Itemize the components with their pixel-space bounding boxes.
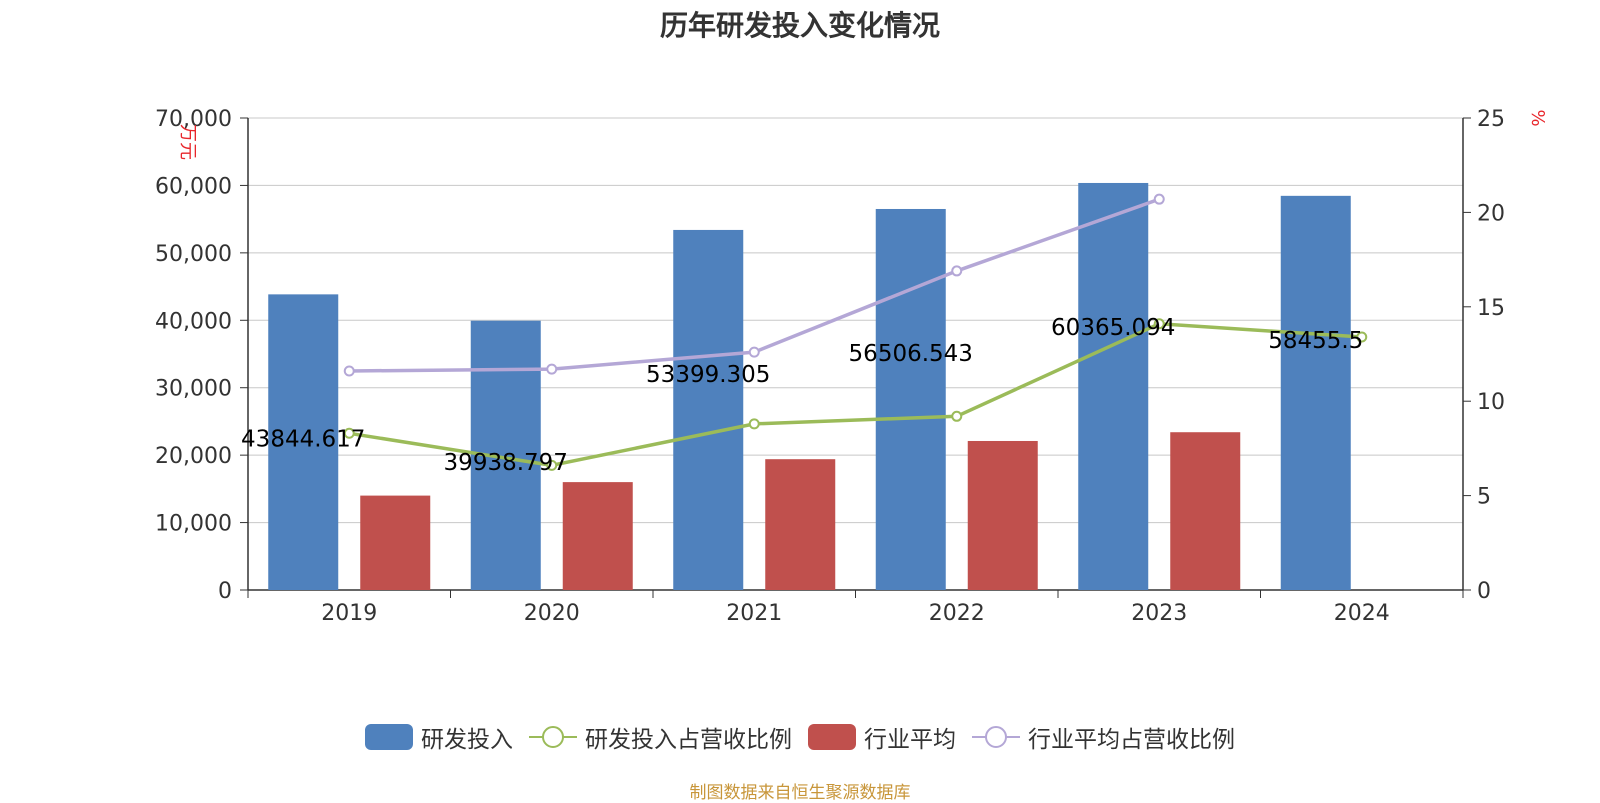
right-axis-unit: % [1527, 109, 1548, 126]
right-axis-tick-label: 20 [1477, 201, 1505, 226]
bar-data-label: 53399.305 [646, 362, 770, 388]
legend-line-swatch [529, 724, 577, 750]
left-axis-tick-label: 0 [218, 579, 232, 604]
legend-item[interactable]: 研发投入 [365, 720, 513, 754]
line-point [748, 346, 760, 358]
line-point [1153, 318, 1165, 330]
series-line [348, 322, 1362, 468]
legend-bar-swatch [365, 724, 413, 750]
x-axis-tick-label: 2021 [726, 601, 782, 626]
left-axis-tick-label: 20,000 [155, 444, 232, 469]
bar-data-label: 39938.797 [444, 450, 568, 476]
bar [875, 208, 946, 591]
chart-title: 历年研发投入变化情况 [659, 9, 940, 42]
left-axis-tick-label: 70,000 [155, 107, 232, 132]
bar [360, 495, 431, 590]
left-axis-unit: 万元 [177, 124, 198, 160]
legend-bar-swatch [808, 724, 856, 750]
bar-data-label: 43844.617 [241, 426, 365, 452]
line-point [546, 363, 558, 375]
x-axis-tick-label: 2023 [1131, 601, 1187, 626]
line-point [343, 365, 355, 377]
legend-label: 研发投入占营收比例 [585, 727, 792, 753]
left-axis-tick-label: 10,000 [155, 512, 232, 537]
right-axis-tick-label: 5 [1477, 485, 1491, 510]
bar-data-label: 56506.543 [849, 341, 973, 367]
x-axis-tick-label: 2024 [1334, 601, 1390, 626]
legend-label: 研发投入 [421, 727, 513, 753]
line-point [951, 410, 963, 422]
line-point [546, 459, 558, 471]
bar [1078, 182, 1149, 590]
right-axis-tick-label: 25 [1477, 107, 1505, 132]
legend: 研发投入 研发投入占营收比例 行业平均 行业平均占营收比例 [0, 720, 1600, 754]
bar [967, 440, 1038, 590]
left-axis-tick-label: 50,000 [155, 242, 232, 267]
legend-item[interactable]: 行业平均 [808, 720, 956, 754]
bar [562, 482, 633, 590]
bar [1170, 432, 1241, 590]
right-axis-tick-label: 15 [1477, 296, 1505, 321]
left-axis-tick-label: 40,000 [155, 309, 232, 334]
data-source-note: 制图数据来自恒生聚源数据库 [689, 783, 911, 803]
line-point [951, 265, 963, 277]
x-axis-tick-label: 2022 [929, 601, 985, 626]
right-axis-tick-label: 0 [1477, 579, 1491, 604]
legend-label: 行业平均占营收比例 [1028, 727, 1235, 753]
left-axis-tick-label: 60,000 [155, 174, 232, 199]
bar-data-label: 58455.5 [1268, 328, 1363, 354]
line-point [1356, 331, 1368, 343]
left-axis-tick-label: 30,000 [155, 377, 232, 402]
line-point [748, 418, 760, 430]
bar-data-label: 60365.094 [1051, 315, 1175, 341]
bar [673, 229, 744, 591]
x-axis-tick-label: 2020 [524, 601, 580, 626]
legend-line-swatch [972, 724, 1020, 750]
bar [765, 459, 836, 590]
line-point [343, 427, 355, 439]
bar [1280, 195, 1351, 591]
legend-item[interactable]: 行业平均占营收比例 [972, 720, 1235, 754]
bar [268, 294, 339, 590]
legend-label: 行业平均 [864, 727, 956, 753]
right-axis-tick-label: 10 [1477, 390, 1505, 415]
legend-item[interactable]: 研发投入占营收比例 [529, 720, 792, 754]
x-axis-tick-label: 2019 [321, 601, 377, 626]
line-point [1153, 193, 1165, 205]
